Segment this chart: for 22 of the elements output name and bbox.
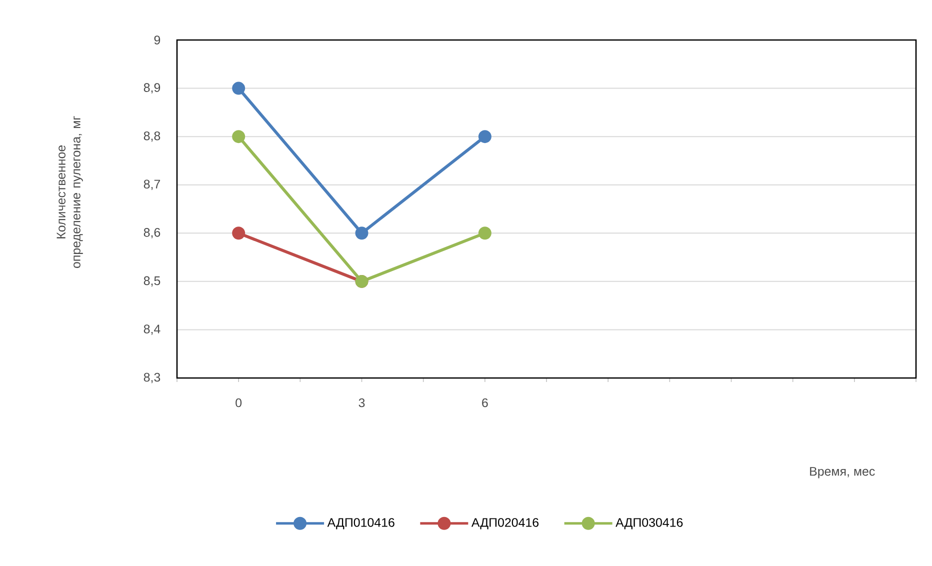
y-tick-label: 8,3 <box>144 372 160 384</box>
y-axis-title: Количественное определение пулегона, мг <box>56 116 83 268</box>
point <box>478 226 492 240</box>
point <box>232 226 246 240</box>
point <box>232 82 246 95</box>
legend-label: АДП020416 <box>471 518 539 530</box>
y-tick-label: 8,7 <box>144 180 160 190</box>
y-tick-label: 8,6 <box>144 228 160 238</box>
x-tick-label: 3 <box>358 398 365 408</box>
x-tick-label: 0 <box>236 398 242 408</box>
y-tick-label: 8,8 <box>144 131 160 142</box>
point <box>355 226 368 240</box>
x-tick-label: 6 <box>482 398 488 408</box>
y-tick-label: 8,4 <box>144 324 160 335</box>
y-tick-label: 8,9 <box>144 83 160 94</box>
point <box>232 130 246 144</box>
point <box>478 130 492 144</box>
legend-label: АДП010416 <box>327 518 394 530</box>
y-tick-label: 8,5 <box>144 276 160 287</box>
y-tick-label: 9 <box>154 36 160 44</box>
x-axis-title: Время, мес <box>810 467 875 478</box>
legend-label: АДП030416 <box>616 518 683 530</box>
